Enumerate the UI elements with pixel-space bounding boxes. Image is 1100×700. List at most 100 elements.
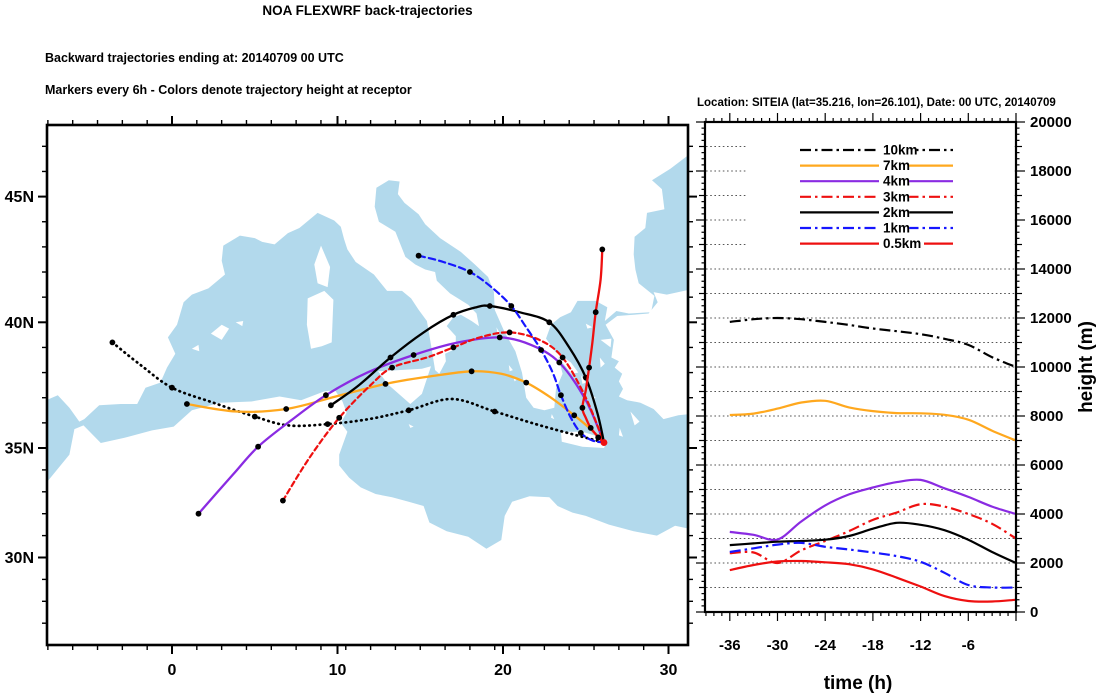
height-axis-title: height (m) bbox=[1076, 321, 1097, 413]
legend-label-2km: 2km bbox=[883, 205, 910, 220]
height-tick-label: 2000 bbox=[1030, 555, 1063, 572]
map-6h-marker bbox=[538, 347, 544, 353]
legend-label-7km: 7km bbox=[883, 158, 910, 173]
map-coastline bbox=[47, 125, 688, 645]
map-tick-labels: 0 10 20 30 45N 40N 35N 30N bbox=[5, 116, 697, 679]
height-tick-label: 16000 bbox=[1030, 212, 1072, 229]
legend-label-4km: 4km bbox=[883, 174, 910, 189]
map-6h-marker bbox=[415, 252, 422, 259]
map-trajectories bbox=[109, 246, 608, 517]
map-6h-marker bbox=[559, 354, 566, 361]
map-6h-marker bbox=[169, 384, 175, 391]
map-6h-marker bbox=[195, 510, 202, 517]
map-6h-marker bbox=[280, 497, 286, 504]
map-panel: 0 10 20 30 45N 40N 35N 30N bbox=[5, 116, 697, 679]
map-lon-label: 0 bbox=[168, 662, 177, 679]
legend-label-3km: 3km bbox=[883, 189, 910, 204]
map-6h-marker bbox=[558, 392, 564, 399]
map-lat-label: 30N bbox=[5, 550, 34, 567]
profile-line-0.5km bbox=[729, 559, 1017, 603]
profile-ticks bbox=[696, 113, 1025, 621]
time-tick-label: -12 bbox=[910, 637, 932, 654]
map-6h-marker bbox=[336, 414, 343, 421]
map-6h-marker bbox=[586, 364, 592, 371]
legend-label-0.5km: 0.5km bbox=[883, 236, 921, 251]
figure-title: NOA FLEXWRF back-trajectories bbox=[262, 3, 473, 18]
map-6h-marker bbox=[382, 381, 389, 387]
receptor-marker bbox=[600, 439, 608, 446]
map-6h-marker bbox=[328, 402, 334, 409]
legend-label-10km: 10km bbox=[883, 143, 918, 158]
time-tick-label: -6 bbox=[962, 637, 975, 654]
map-6h-marker bbox=[255, 443, 261, 450]
height-tick-label: 0 bbox=[1030, 604, 1038, 621]
map-6h-marker bbox=[577, 430, 584, 436]
time-axis-title: time (h) bbox=[824, 673, 893, 694]
profile-line-4km bbox=[729, 478, 1017, 542]
map-6h-marker bbox=[587, 425, 594, 431]
profile-location-header: Location: SITEIA (lat=35.216, lon=26.101… bbox=[697, 97, 1056, 109]
height-tick-label: 20000 bbox=[1030, 114, 1072, 131]
time-tick-label: -18 bbox=[862, 637, 884, 654]
map-6h-marker bbox=[410, 352, 417, 358]
height-tick-label: 6000 bbox=[1030, 457, 1063, 474]
profile-line-7km bbox=[729, 399, 1017, 442]
profile-line-3km bbox=[729, 502, 1017, 565]
map-ticks bbox=[42, 120, 693, 650]
map-lon-label: 30 bbox=[660, 662, 678, 679]
map-6h-marker bbox=[556, 359, 563, 366]
legend-label-1km: 1km bbox=[883, 221, 910, 236]
map-6h-marker bbox=[405, 407, 412, 414]
map-6h-marker bbox=[491, 408, 498, 415]
height-tick-label: 14000 bbox=[1030, 261, 1072, 278]
map-6h-marker bbox=[523, 379, 530, 386]
profile-axis-labels: 0 2000 4000 6000 8000 10000 12000 14000 16000 180… bbox=[719, 114, 1097, 694]
profile-line-2km bbox=[729, 521, 1017, 565]
profile-series bbox=[729, 316, 1017, 603]
map-6h-marker bbox=[506, 329, 513, 336]
map-6h-marker bbox=[486, 303, 493, 309]
map-6h-marker bbox=[592, 309, 599, 316]
map-6h-marker bbox=[324, 421, 331, 427]
height-tick-label: 18000 bbox=[1030, 163, 1072, 180]
map-6h-marker bbox=[496, 334, 503, 341]
map-6h-marker bbox=[109, 339, 116, 346]
profile-line-10km bbox=[729, 316, 1017, 369]
map-lat-label: 35N bbox=[5, 441, 34, 458]
map-6h-marker bbox=[389, 364, 395, 371]
map-6h-marker bbox=[579, 404, 586, 411]
time-tick-label: -30 bbox=[767, 637, 789, 654]
map-6h-marker bbox=[546, 319, 553, 326]
map-6h-marker bbox=[283, 406, 290, 412]
map-6h-marker bbox=[323, 392, 329, 399]
map-6h-marker bbox=[599, 246, 606, 253]
map-6h-marker bbox=[184, 401, 190, 407]
map-lat-label: 40N bbox=[5, 315, 34, 332]
height-tick-label: 10000 bbox=[1030, 359, 1072, 376]
height-tick-label: 8000 bbox=[1030, 408, 1063, 425]
map-6h-marker bbox=[508, 303, 515, 309]
map-6h-marker bbox=[571, 412, 578, 419]
height-tick-label: 4000 bbox=[1030, 506, 1063, 523]
map-6h-marker bbox=[467, 269, 473, 275]
map-6h-marker bbox=[468, 368, 475, 375]
map-6h-marker bbox=[595, 434, 602, 441]
subtitle-ending-time: Backward trajectories ending at: 2014070… bbox=[45, 51, 344, 65]
map-6h-marker bbox=[450, 311, 457, 318]
time-tick-label: -36 bbox=[719, 637, 741, 654]
map-frame bbox=[45, 123, 690, 647]
map-6h-marker bbox=[450, 344, 457, 351]
subtitle-markers-note: Markers every 6h - Colors denote traject… bbox=[45, 83, 412, 97]
height-tick-label: 12000 bbox=[1030, 310, 1072, 327]
map-6h-marker bbox=[251, 413, 258, 420]
map-lon-label: 10 bbox=[329, 662, 347, 679]
map-lon-label: 20 bbox=[494, 662, 512, 679]
profile-line-1km bbox=[729, 541, 1017, 589]
map-lat-label: 45N bbox=[5, 189, 34, 206]
map-6h-marker bbox=[387, 354, 394, 361]
time-tick-label: -24 bbox=[814, 637, 836, 654]
